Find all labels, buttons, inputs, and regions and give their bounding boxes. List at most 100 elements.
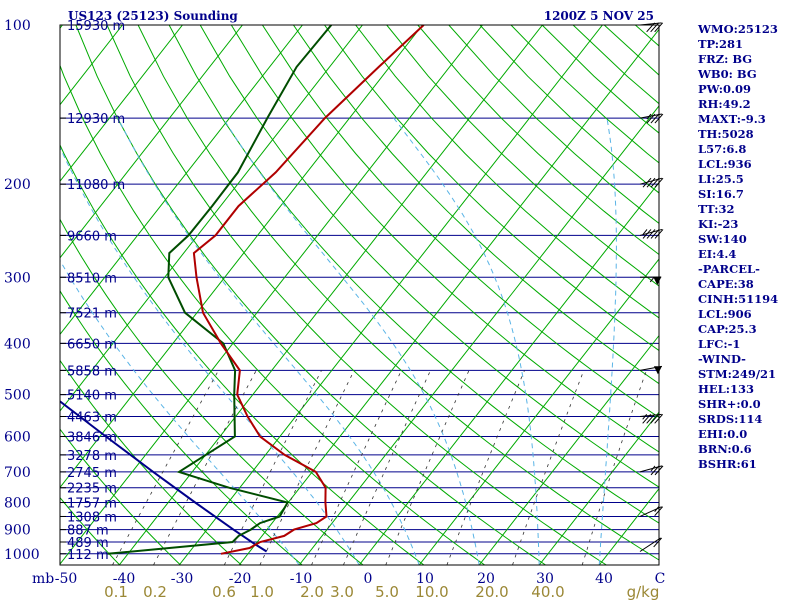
wind-barb-half-flag <box>649 276 655 283</box>
index-line: LFC:-1 <box>698 337 741 351</box>
wind-barb <box>639 228 664 239</box>
wind-barb-flag <box>650 177 660 188</box>
isotherm-0 <box>358 181 659 565</box>
dry-adiabat-250 <box>60 359 242 565</box>
dry-adiabat-220 <box>0 25 59 565</box>
height-label: 5140 m <box>67 389 117 404</box>
index-line: TT:32 <box>698 202 735 216</box>
temperature-tick-label: 40 <box>595 571 613 587</box>
isotherm--20 <box>238 28 659 565</box>
valid-time: 1200Z 5 NOV 25 <box>544 9 654 23</box>
pressure-label: 400 <box>4 336 31 352</box>
wind-barb-half-flag <box>642 414 648 420</box>
pressure-label: 500 <box>4 388 31 404</box>
pressure-label: 100 <box>4 18 31 34</box>
height-label: 6650 m <box>67 337 117 352</box>
dry-adiabat-380 <box>324 25 659 352</box>
dry-adiabat-280 <box>60 143 425 565</box>
temperature-line <box>192 25 425 555</box>
index-line: SHR+:0.0 <box>698 397 761 411</box>
index-line: WB0: BG <box>698 67 757 81</box>
mixing-ratio-line <box>512 370 585 565</box>
dry-adiabat-260 <box>60 289 303 565</box>
dry-adiabat-270 <box>60 218 364 565</box>
wind-barb-flag <box>654 506 664 516</box>
index-line: L57:6.8 <box>698 142 747 156</box>
index-line: EI:4.4 <box>698 247 737 261</box>
index-line: TH:5028 <box>698 127 754 141</box>
dry-adiabat-330 <box>168 25 659 524</box>
temperature-tick-label: 10 <box>416 571 434 587</box>
wind-barb-flag <box>654 113 664 124</box>
wind-barb-flag <box>646 22 656 33</box>
index-line: CAPE:38 <box>698 277 754 291</box>
wind-barb <box>639 537 663 552</box>
index-line: SW:140 <box>698 232 747 246</box>
wind-barb-flag <box>642 229 652 239</box>
height-label: 7521 m <box>67 307 117 322</box>
index-line: CAP:25.3 <box>698 322 757 336</box>
mixing-ratio-label: 40.0 <box>531 583 564 600</box>
index-line: EHI:0.0 <box>698 427 748 441</box>
temperature-tick-label: -10 <box>290 571 313 587</box>
isotherm--70 <box>60 25 363 412</box>
pressure-label: 300 <box>4 270 31 286</box>
wind-barb-flag <box>646 113 656 124</box>
isotherm--90 <box>60 25 243 259</box>
mixing-ratio-line <box>311 370 402 565</box>
index-line: LCL:936 <box>698 157 752 171</box>
wind-barb-flag <box>650 229 660 239</box>
mixing-ratio-line <box>223 370 322 565</box>
index-line: RH:49.2 <box>698 97 751 111</box>
dry-adiabat-320 <box>137 25 659 561</box>
moist-adiabat--10 <box>60 259 300 565</box>
height-label: 4463 m <box>67 411 117 426</box>
height-label: 1308 m <box>67 510 117 525</box>
dry-adiabat-310 <box>106 25 607 565</box>
index-line: SRDS:114 <box>698 412 763 426</box>
dry-adiabat-390 <box>355 25 659 319</box>
pressure-unit: mb <box>32 571 54 587</box>
temperature-tick-label: 20 <box>477 571 495 587</box>
isotherm--40 <box>118 25 543 565</box>
isotherm--80 <box>60 25 303 336</box>
station-title: US123 (25123) Sounding <box>68 9 238 23</box>
mixing-ratio-line <box>385 370 470 565</box>
index-line: SI:16.7 <box>698 187 744 201</box>
wind-barb-pennant <box>653 366 662 375</box>
mixing-ratio-label: 2.0 <box>300 583 324 600</box>
wind-barb-flag <box>650 113 660 124</box>
index-line: TP:281 <box>698 37 744 51</box>
dry-adiabat-240 <box>60 428 181 565</box>
mixing-ratio-line <box>343 370 431 565</box>
height-label: 112 m <box>67 548 109 563</box>
height-label: 2745 m <box>67 466 117 481</box>
wind-barb-half-flag <box>650 465 656 472</box>
wind-barb-flag <box>642 177 652 188</box>
moist-adiabat-10 <box>117 117 420 565</box>
mixing-ratio-label: 1.0 <box>250 583 274 600</box>
wind-barb <box>639 413 664 424</box>
index-line: HEL:133 <box>698 382 754 396</box>
mixing-ratio-line <box>153 370 257 565</box>
index-line: LCL:906 <box>698 307 752 321</box>
isotherm--120 <box>60 25 63 29</box>
isotherm-10 <box>418 258 659 565</box>
index-line: -PARCEL- <box>698 262 760 276</box>
mixing-ratio-label: 0.1 <box>104 583 128 600</box>
wind-barb-staff <box>639 506 662 517</box>
index-line: BSHR:61 <box>698 457 757 471</box>
pressure-label: 900 <box>4 523 31 539</box>
plot-frame <box>59 24 660 566</box>
wind-barb <box>639 177 664 188</box>
mixing-ratio-label: 0.6 <box>212 583 236 600</box>
moist-adiabat-20 <box>222 117 480 565</box>
index-line: -WIND- <box>698 352 746 366</box>
height-label: 489 m <box>67 536 109 551</box>
height-label: 12930 m <box>67 112 125 127</box>
index-line: LI:25.5 <box>698 172 744 186</box>
mixing-ratio-line <box>581 370 647 565</box>
moist-adiabat-30 <box>393 117 540 565</box>
temperature-tick-label: 0 <box>364 571 373 587</box>
wind-barb <box>639 113 664 124</box>
